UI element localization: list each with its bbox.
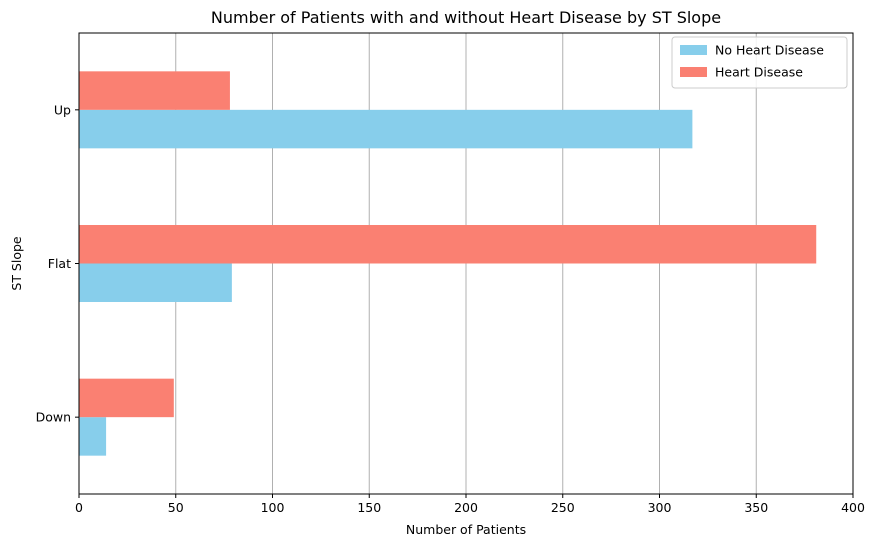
y-tick-label: Up [54,102,71,117]
bar-no-heart-disease-flat [79,263,232,302]
legend: No Heart Disease Heart Disease [671,36,848,89]
x-tick-label: 400 [841,500,865,515]
x-axis-ticks: 0 50 100 150 200 250 300 350 400 [75,494,865,515]
y-axis-ticks: Down Flat Up [36,102,79,425]
y-tick-label: Down [36,410,71,425]
bar-no-heart-disease-up [79,109,693,149]
y-axis-label: ST Slope [9,236,24,291]
chart-title: Number of Patients with and without Hear… [211,8,721,27]
legend-label: No Heart Disease [715,43,824,58]
x-tick-label: 100 [261,500,285,515]
legend-swatch [680,67,707,77]
x-tick-label: 350 [744,500,768,515]
x-axis-label: Number of Patients [406,522,526,537]
bar-heart-disease-up [79,71,230,110]
bar-no-heart-disease-down [79,417,107,456]
y-tick-label: Flat [48,256,71,271]
bar-heart-disease-flat [79,225,817,264]
bars [79,71,817,456]
x-tick-label: 200 [454,500,478,515]
x-tick-label: 300 [648,500,672,515]
legend-swatch [680,45,707,55]
legend-box [671,36,848,89]
legend-label: Heart Disease [715,65,803,80]
bar-heart-disease-down [79,378,174,418]
x-tick-label: 0 [75,500,83,515]
x-tick-label: 250 [551,500,575,515]
x-tick-label: 150 [357,500,381,515]
x-tick-label: 50 [168,500,184,515]
